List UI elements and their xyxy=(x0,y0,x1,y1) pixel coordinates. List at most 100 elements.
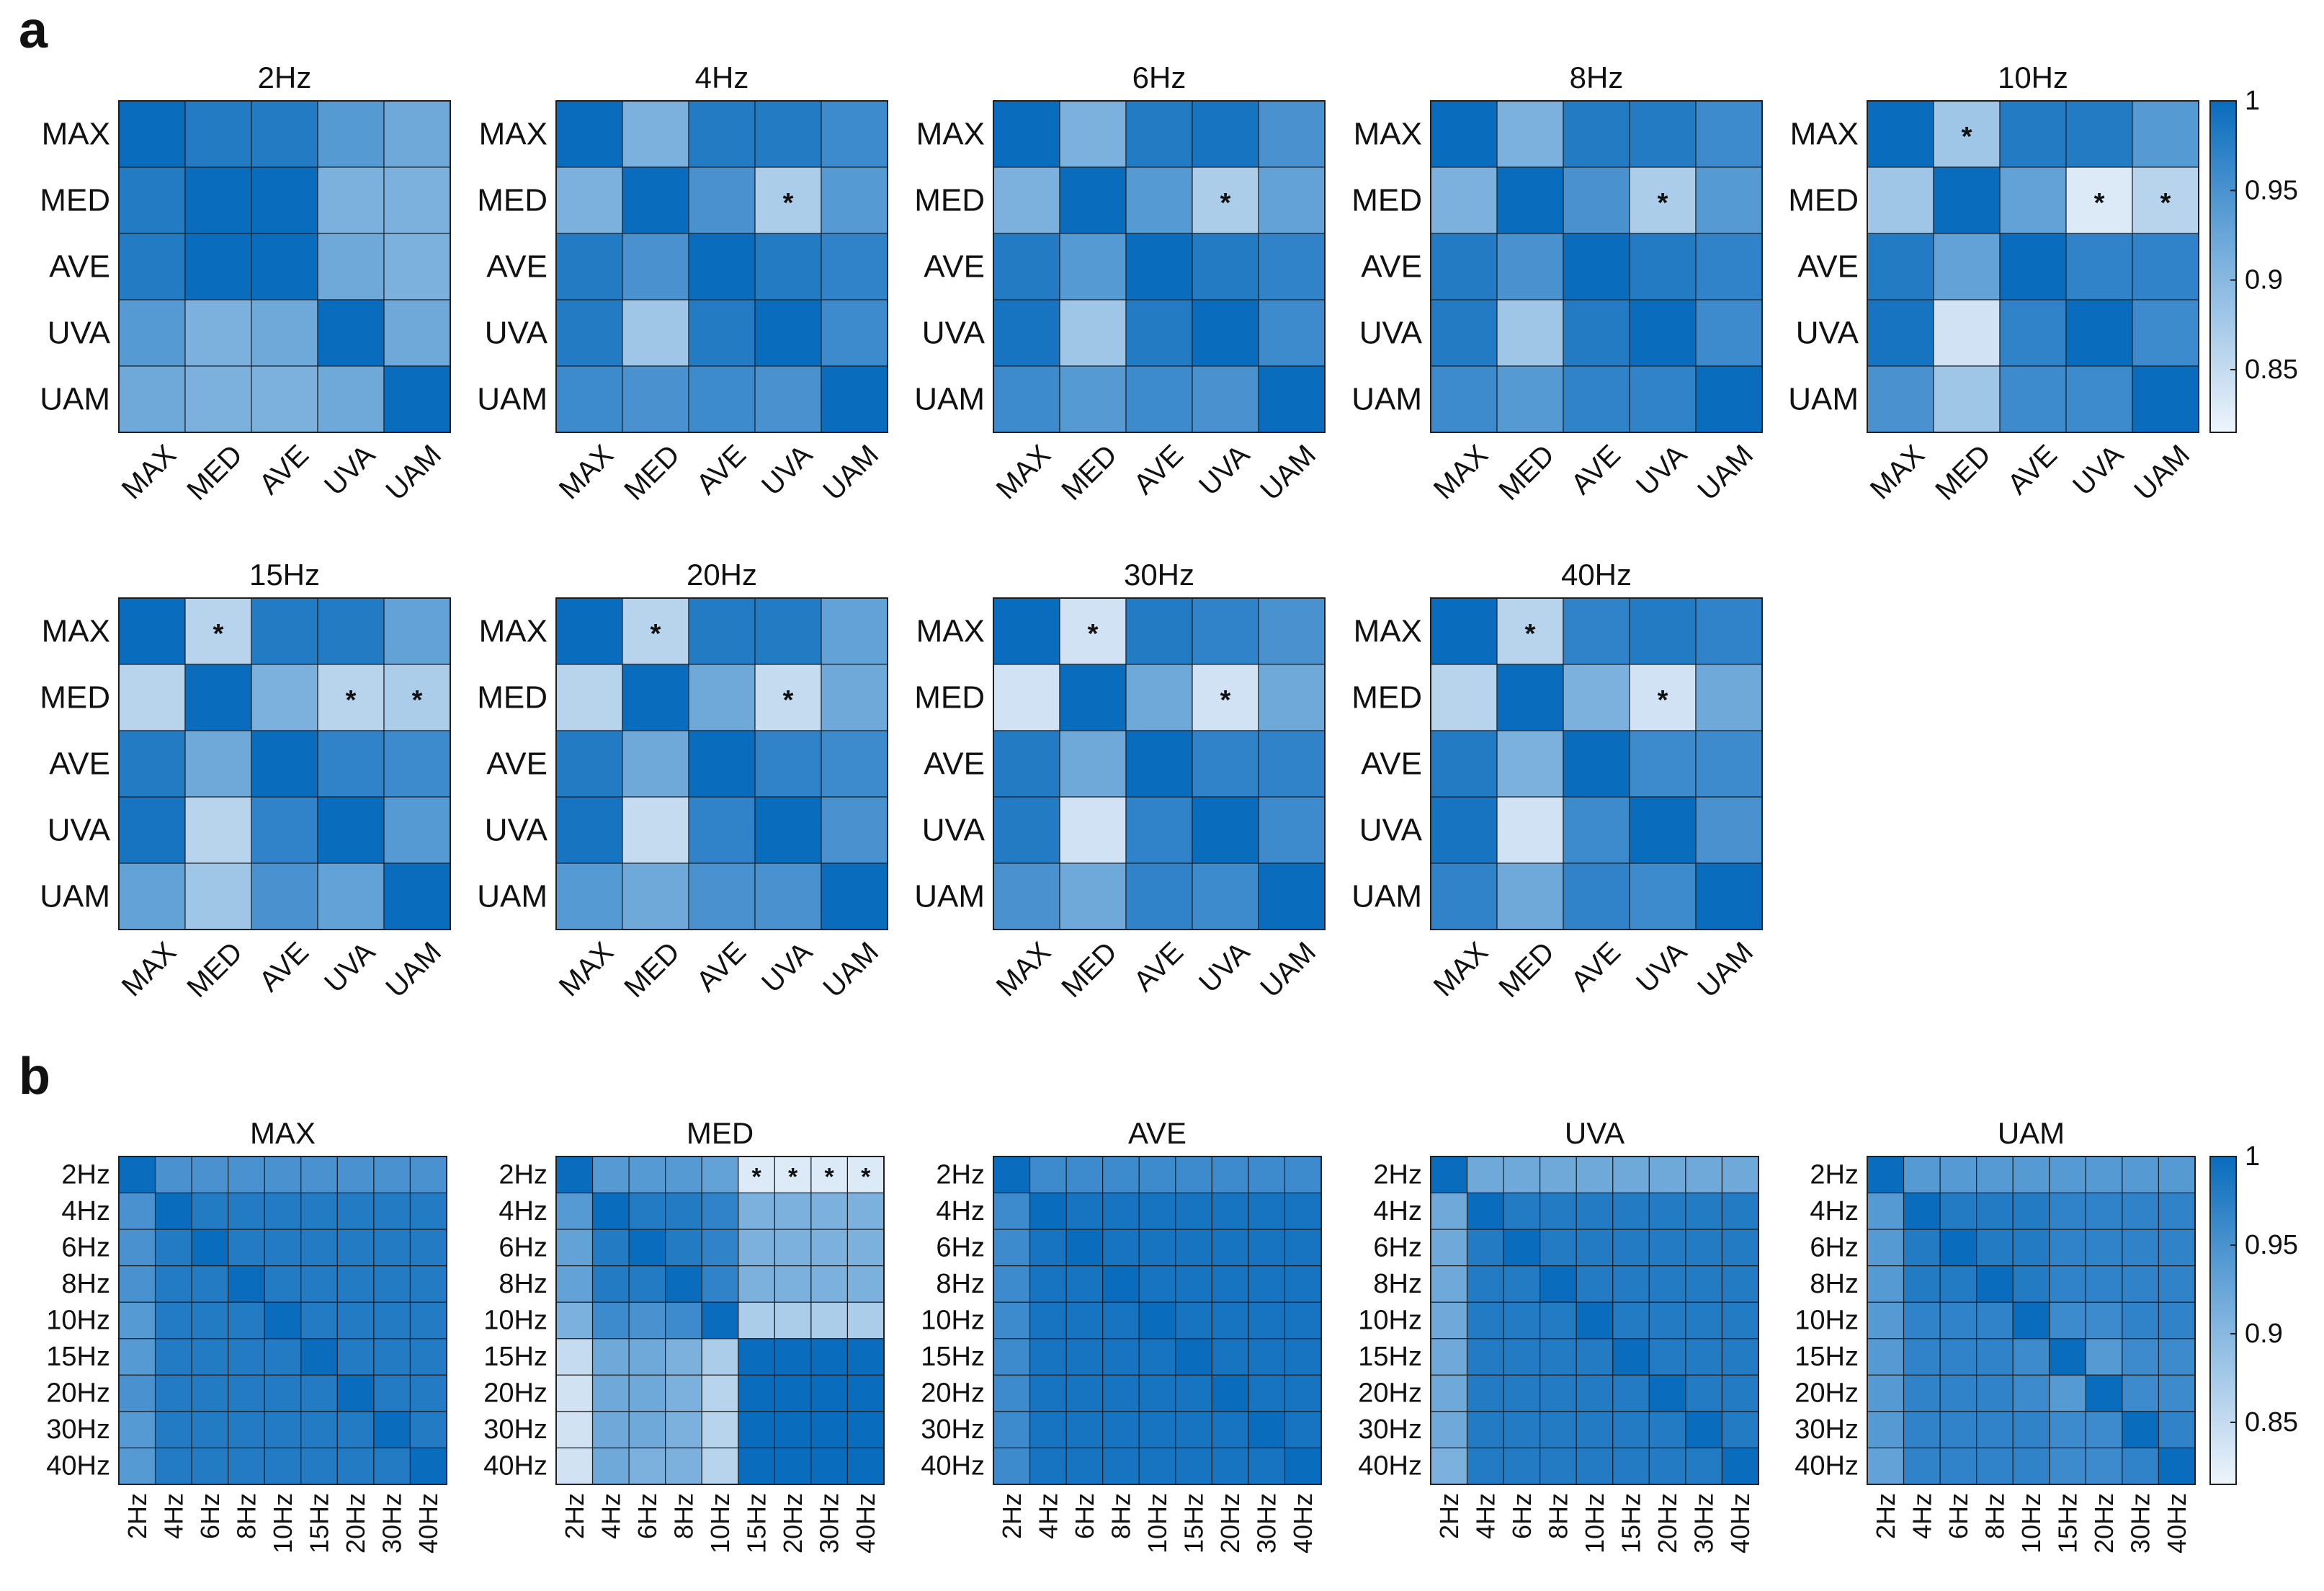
heatmap-cell xyxy=(1867,1301,1905,1340)
heatmap-cell xyxy=(1138,1411,1176,1449)
heatmap-cell xyxy=(2122,1338,2160,1376)
heatmap-border xyxy=(993,597,1326,930)
colorbar-gradient xyxy=(2209,100,2237,433)
heatmap-cell xyxy=(1258,730,1326,798)
heatmap-cell xyxy=(1539,1229,1577,1267)
heatmap-cell xyxy=(1175,1301,1212,1340)
y-tick-label: 8Hz xyxy=(61,1269,110,1299)
y-tick-label: UVA xyxy=(48,813,111,848)
heatmap-cell xyxy=(1903,1156,1941,1194)
heatmap-cell xyxy=(738,1265,775,1303)
heatmap-cell xyxy=(1939,1411,1977,1449)
heatmap-cell xyxy=(373,1156,411,1194)
heatmap-cell xyxy=(1539,1338,1577,1376)
heatmap-cell xyxy=(1721,1156,1759,1194)
significance-star: * xyxy=(651,619,661,649)
y-tick-label: UVA xyxy=(922,813,986,848)
heatmap-cell xyxy=(1999,365,2067,433)
heatmap-cell xyxy=(2065,299,2133,367)
heatmap-cell xyxy=(383,796,451,864)
heatmap-cell xyxy=(993,730,1060,798)
y-tick-label: 30Hz xyxy=(1795,1414,1859,1445)
heatmap-cell xyxy=(1903,1301,1941,1340)
heatmap-cell xyxy=(2085,1301,2123,1340)
heatmap-cell xyxy=(846,1338,885,1376)
heatmap-cell xyxy=(118,365,186,433)
heatmap-cell xyxy=(1648,1229,1686,1267)
heatmap-cell xyxy=(1721,1301,1759,1340)
heatmap-cell xyxy=(1248,1374,1286,1412)
heatmap-cell xyxy=(2122,1265,2160,1303)
x-tick-label: MAX xyxy=(116,439,182,505)
heatmap-cell xyxy=(810,1265,849,1303)
heatmap-cell xyxy=(1612,1338,1650,1376)
heatmap-cell xyxy=(1496,664,1564,731)
heatmap-cell xyxy=(1576,1265,1614,1303)
heatmap-cell xyxy=(993,1156,1031,1194)
heatmap-cell xyxy=(1065,1301,1104,1340)
heatmap-cell xyxy=(184,233,252,300)
heatmap-cell xyxy=(409,1447,447,1485)
heatmap-cell xyxy=(591,1447,630,1485)
y-tick-label: MED xyxy=(1788,183,1859,218)
y-tick-label: UAM xyxy=(477,879,548,914)
heatmap-cell xyxy=(228,1156,265,1194)
heatmap-cell xyxy=(688,597,756,665)
heatmap-cell xyxy=(1612,1374,1650,1412)
heatmap-cell xyxy=(665,1374,702,1412)
heatmap-cell xyxy=(1430,1301,1468,1340)
heatmap-cell xyxy=(2085,1374,2123,1412)
heatmap-cell xyxy=(2158,1338,2196,1376)
heatmap-title: 10Hz xyxy=(1998,61,2068,94)
heatmap-cell xyxy=(1612,1411,1650,1449)
heatmap-cell xyxy=(264,1265,302,1303)
heatmap-cell xyxy=(184,100,252,168)
heatmap-cell xyxy=(1248,1156,1286,1194)
heatmap-cell xyxy=(1466,1447,1504,1485)
heatmap-cell xyxy=(118,100,186,168)
heatmap-cell xyxy=(1563,233,1630,300)
heatmap-cell xyxy=(1629,863,1697,930)
y-tick-label: MED xyxy=(477,680,548,716)
heatmap-cell xyxy=(373,1447,411,1485)
heatmap-cell xyxy=(1248,1301,1286,1340)
heatmap-cell xyxy=(1539,1374,1577,1412)
heatmap-cell xyxy=(317,166,385,234)
heatmap-cell xyxy=(1430,597,1498,665)
heatmap-cell xyxy=(1539,1411,1577,1449)
heatmap-cell xyxy=(628,1301,666,1340)
heatmap-cell xyxy=(1721,1265,1759,1303)
heatmap-border xyxy=(1430,1156,1759,1485)
y-tick-label: 20Hz xyxy=(921,1378,985,1409)
heatmap-cell xyxy=(754,664,822,731)
heatmap-cell xyxy=(184,166,252,234)
heatmap-cell xyxy=(1192,730,1259,798)
heatmap-cell xyxy=(1685,1374,1723,1412)
heatmap-cell xyxy=(1138,1265,1176,1303)
y-tick-label: 8Hz xyxy=(1810,1269,1859,1299)
heatmap-cell xyxy=(738,1192,775,1230)
x-tick-label: 4Hz xyxy=(596,1493,625,1539)
x-tick-label: UVA xyxy=(1630,936,1693,999)
heatmap-cell xyxy=(154,1411,192,1449)
heatmap-cell xyxy=(1496,730,1564,798)
x-tick-label: MED xyxy=(181,439,249,507)
heatmap-cell xyxy=(738,1301,775,1340)
heatmap-cell xyxy=(264,1156,302,1194)
heatmap-cell xyxy=(154,1447,192,1485)
y-tick-label: 4Hz xyxy=(499,1196,548,1226)
heatmap-cell xyxy=(1125,597,1193,665)
heatmap-cell xyxy=(1576,1338,1614,1376)
colorbar-tick-label: 0.9 xyxy=(2245,265,2283,295)
heatmap-cell xyxy=(1721,1411,1759,1449)
heatmap-cell xyxy=(1685,1156,1723,1194)
x-tick-label: 10Hz xyxy=(705,1493,735,1554)
x-tick-label: 40Hz xyxy=(851,1493,880,1554)
heatmap-cell xyxy=(1248,1265,1286,1303)
heatmap-border xyxy=(118,597,451,930)
heatmap-cell xyxy=(2122,1301,2160,1340)
heatmap-cell xyxy=(300,1156,338,1194)
heatmap-cell xyxy=(754,597,822,665)
